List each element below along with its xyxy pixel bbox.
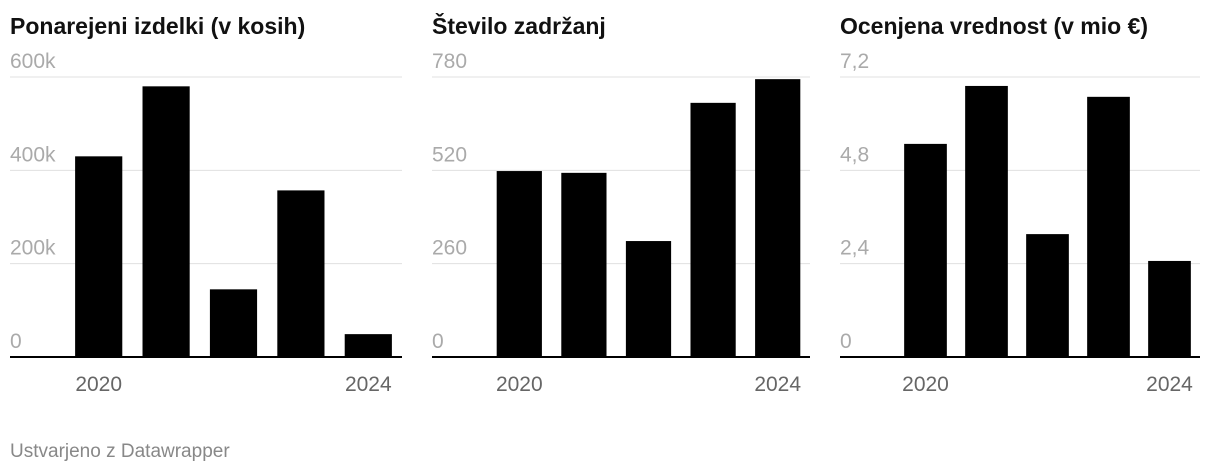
bar <box>1148 260 1191 357</box>
y-tick-label: 0 <box>840 330 852 353</box>
y-tick-label: 7,2 <box>840 50 869 73</box>
chart-title: Ocenjena vrednost (v mio €) <box>840 13 1148 39</box>
y-tick-label: 400k <box>10 143 56 166</box>
y-tick-label: 200k <box>10 237 56 260</box>
bar <box>1087 96 1130 357</box>
y-tick-label: 260 <box>432 237 467 260</box>
y-tick-label: 0 <box>10 330 22 353</box>
y-tick-label: 0 <box>432 330 444 353</box>
bar <box>904 143 947 357</box>
bar <box>142 86 190 357</box>
bar <box>755 79 801 358</box>
chart-title: Število zadržanj <box>432 12 606 39</box>
x-tick-label: 2020 <box>75 373 122 396</box>
bar <box>496 171 542 357</box>
bar <box>690 102 736 357</box>
y-tick-label: 780 <box>432 50 467 73</box>
x-tick-label: 2024 <box>1146 373 1193 396</box>
x-tick-label: 2020 <box>902 373 949 396</box>
bar <box>75 156 123 357</box>
bar <box>625 241 672 357</box>
footer: Ustvarjeno z Datawrapper <box>10 441 230 462</box>
bar <box>277 190 325 357</box>
x-tick-label: 2024 <box>345 373 392 396</box>
bar <box>965 85 1008 357</box>
x-tick-label: 2020 <box>496 373 543 396</box>
bar <box>1026 234 1069 357</box>
bar <box>209 289 258 357</box>
y-tick-label: 4,8 <box>840 143 869 166</box>
x-tick-label: 2024 <box>754 373 801 396</box>
bar <box>344 334 392 357</box>
y-tick-label: 2,4 <box>840 237 870 260</box>
y-tick-label: 600k <box>10 50 56 73</box>
bar <box>561 172 607 357</box>
chart-title: Ponarejeni izdelki (v kosih) <box>10 13 305 39</box>
y-tick-label: 520 <box>432 143 467 166</box>
